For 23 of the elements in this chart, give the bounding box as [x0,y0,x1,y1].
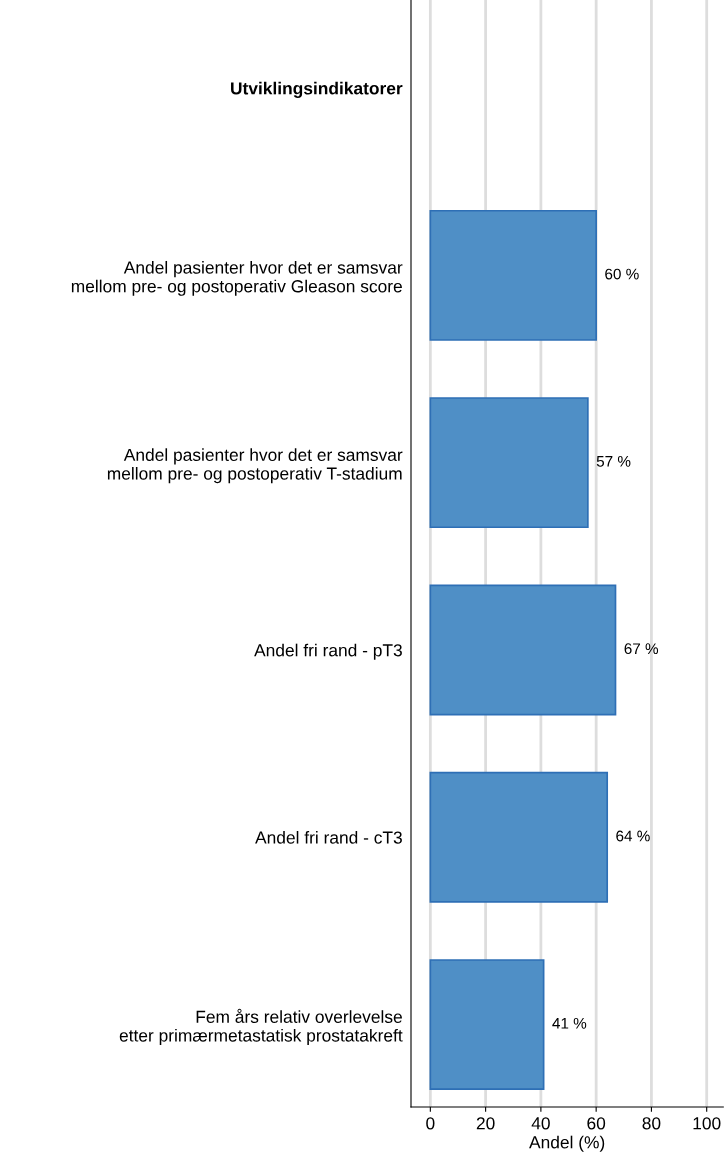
data-label: 60 % [605,268,639,280]
bar [429,959,545,1091]
y-tick-label: Andel fri rand - pT3 [254,643,402,660]
bar [429,584,617,716]
bar [429,771,609,903]
bar [429,209,597,341]
x-tick-label: 20 [476,1117,495,1130]
x-tick-label: 60 [587,1117,606,1130]
data-label: 67 % [624,643,659,655]
y-tick-label: Fem års relativ overlevelse etter primærmetastatisk prostatakreft [119,1008,403,1046]
data-label: 57 % [596,456,631,467]
data-label: 41 % [552,1017,587,1029]
data-label: 64 % [616,830,650,842]
x-tick-label: 100 [693,1117,721,1130]
y-tick-label: Andel pasienter hvor det er samsvar mellom pre- og postoperativ Gleason score [71,260,403,296]
x-tick-label: 0 [426,1117,435,1130]
y-tick-label: Utviklingsindikatorer [231,81,403,98]
y-tick-label: Andel pasienter hvor det er samsvar mellom pre- og postoperativ T-stadium [107,448,403,484]
x-axis-title: Andel (%) [529,1135,605,1152]
bar [429,397,589,529]
x-tick-label: 80 [642,1117,661,1130]
y-tick-label: Andel fri rand - cT3 [255,830,402,844]
x-tick-label: 40 [531,1117,550,1130]
